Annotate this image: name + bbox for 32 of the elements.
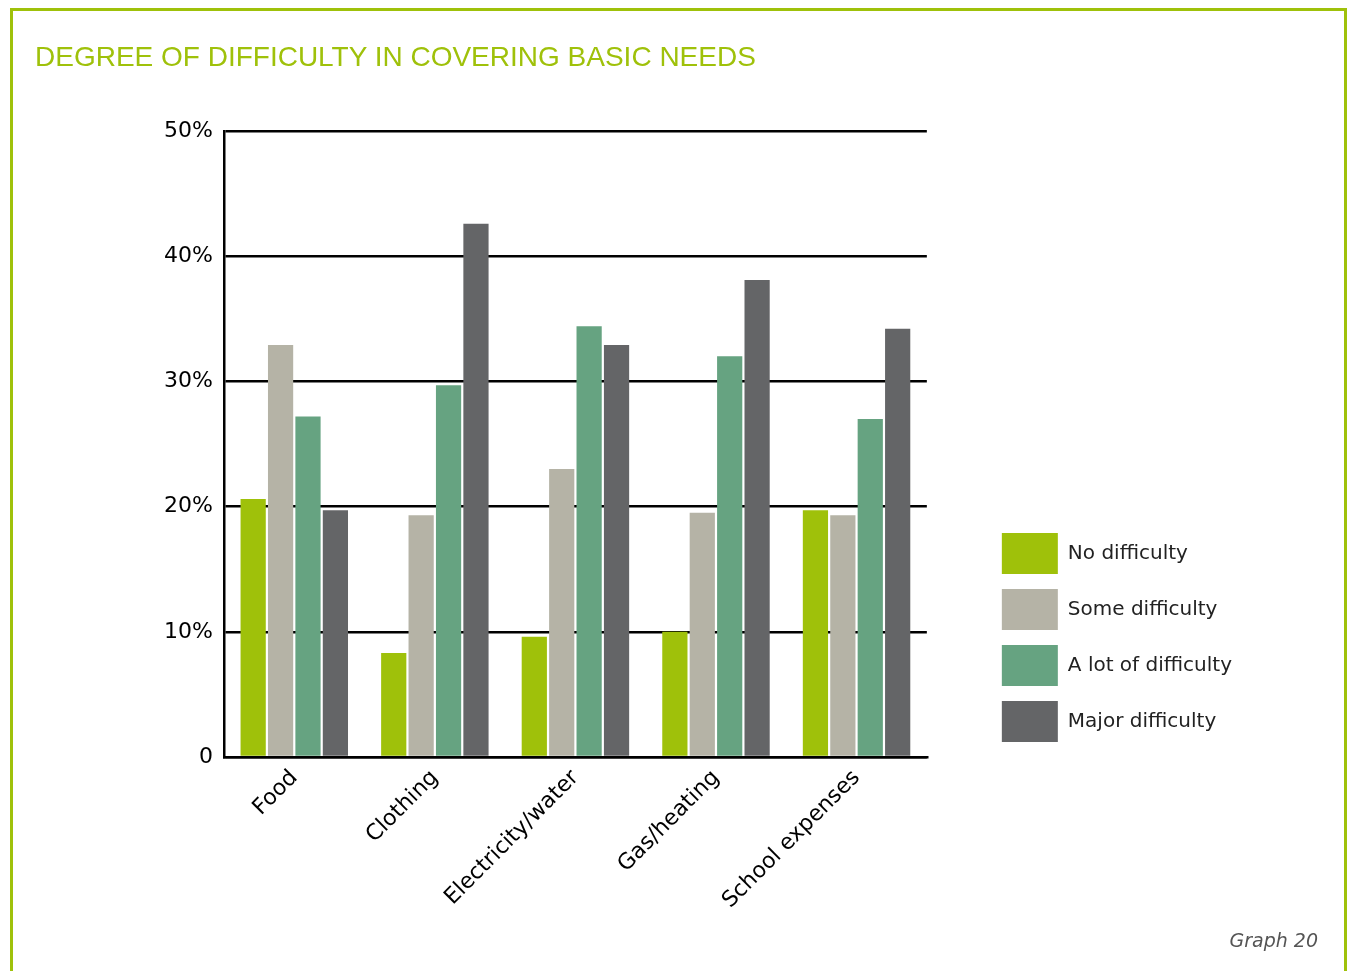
bar	[322, 510, 349, 756]
bar	[603, 345, 630, 756]
bar	[408, 515, 434, 756]
bar	[295, 416, 321, 756]
bar	[435, 385, 462, 756]
y-tick-label: 40%	[164, 241, 213, 267]
y-tick-label: 10%	[164, 617, 213, 643]
bar	[689, 512, 715, 756]
y-tick-label: 0	[199, 742, 213, 768]
bar	[549, 469, 575, 756]
legend-label: No difficulty	[1067, 539, 1189, 564]
bar	[717, 356, 743, 756]
legend-label: A lot of difficulty	[1067, 651, 1233, 676]
bar	[662, 631, 688, 756]
y-tick-label: 30%	[164, 367, 213, 393]
bar	[521, 636, 547, 756]
bar	[885, 328, 911, 756]
y-tick-label: 20%	[164, 492, 213, 518]
legend-label: Some difficulty	[1067, 595, 1218, 620]
bar	[381, 653, 407, 756]
caption: Graph 20	[1229, 929, 1318, 951]
bar	[857, 418, 883, 756]
bar	[802, 510, 829, 756]
bar	[830, 515, 856, 756]
bar	[744, 279, 770, 756]
legend-label: Major difficulty	[1067, 707, 1217, 732]
bar	[576, 326, 602, 756]
y-tick-label: 50%	[164, 116, 213, 142]
bar	[267, 345, 294, 756]
bar	[240, 499, 266, 756]
bar	[463, 223, 489, 756]
chart-title: DEGREE OF DIFFICULTY IN COVERING BASIC NEEDS	[35, 41, 756, 73]
